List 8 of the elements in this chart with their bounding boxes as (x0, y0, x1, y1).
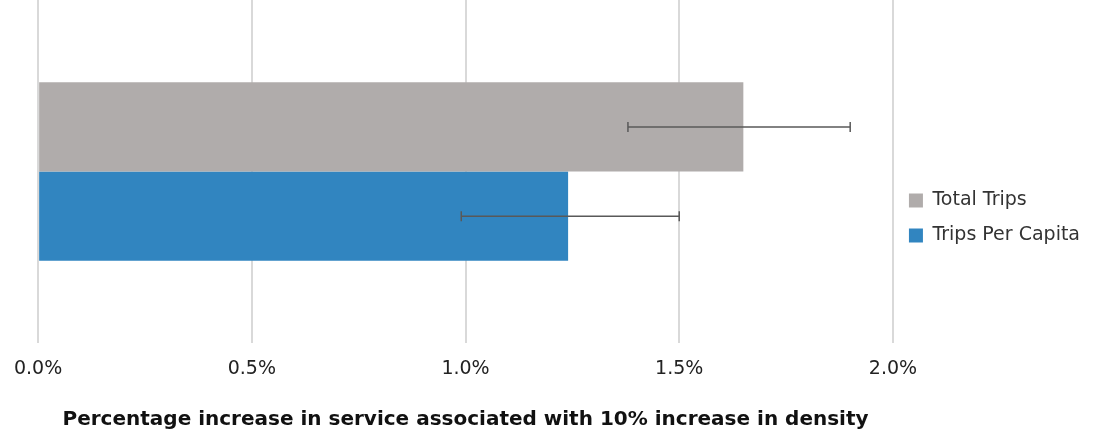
x-tick-label: 2.0% (868, 355, 918, 378)
x-tick-label: 1.5% (655, 355, 704, 378)
x-tick-label: 0.5% (227, 355, 276, 378)
legend-label: Trips Per Capita (931, 222, 1081, 245)
legend-label: Total Trips (931, 187, 1027, 210)
x-tick-label: 1.0% (441, 355, 490, 378)
x-tick-label: 0.0% (13, 355, 63, 378)
x-axis-title: Percentage increase in service associated with 10% increase in density (62, 406, 869, 431)
